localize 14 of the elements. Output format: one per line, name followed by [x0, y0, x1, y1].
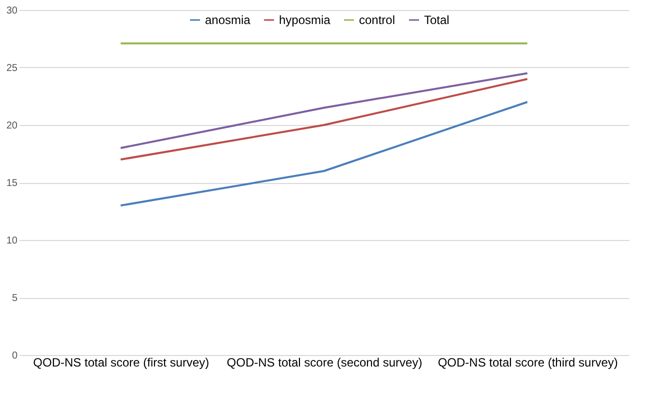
y-tick-label: 0	[12, 350, 18, 362]
y-tick-label: 15	[6, 178, 18, 189]
y-tick-label: 5	[12, 293, 18, 304]
legend-label: anosmia	[205, 13, 251, 27]
x-tick-label: QOD-NS total score (first survey)	[33, 356, 210, 370]
x-tick-label: QOD-NS total score (second survey)	[226, 356, 422, 370]
y-tick-label: 25	[6, 63, 18, 74]
x-tick-label: QOD-NS total score (third survey)	[438, 356, 618, 370]
legend-label: control	[359, 13, 396, 27]
legend-label: hyposmia	[279, 13, 331, 27]
y-tick-label: 30	[6, 6, 18, 16]
y-tick-label: 20	[6, 120, 18, 132]
legend-label: Total	[424, 13, 450, 27]
y-tick-label: 10	[6, 236, 18, 246]
